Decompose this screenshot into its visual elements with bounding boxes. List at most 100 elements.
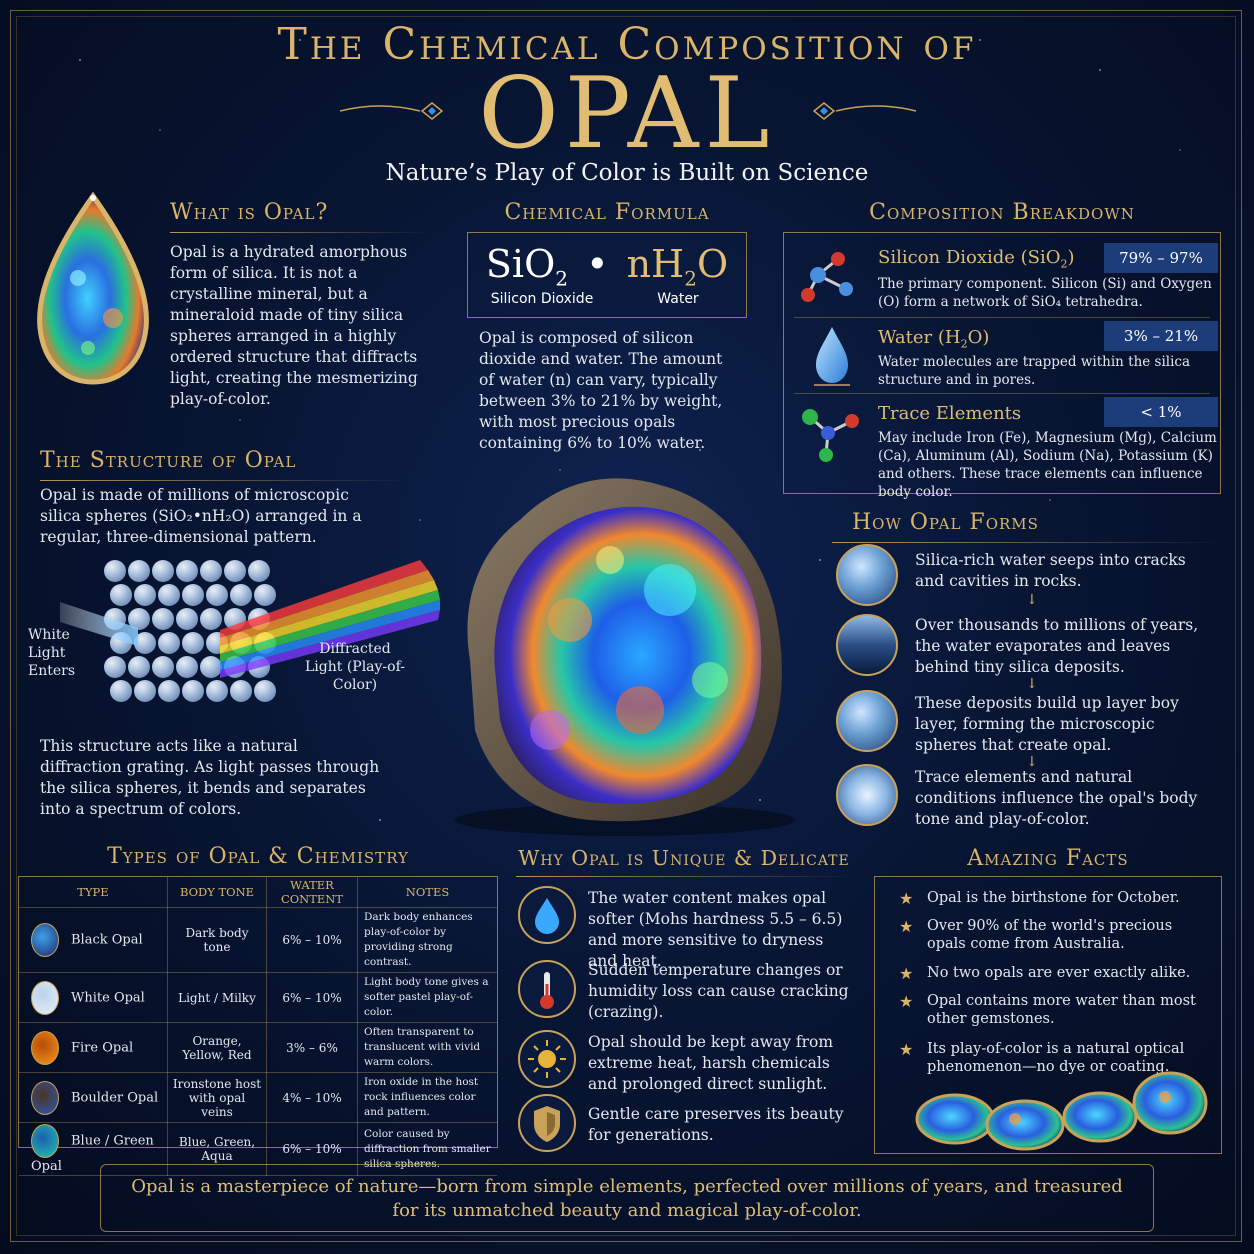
composition-value-trace: < 1% xyxy=(1104,397,1218,427)
composition-text-trace: May include Iron (Fe), Magnesium (Mg), C… xyxy=(878,430,1217,500)
silica-sphere xyxy=(128,608,150,630)
unique-divider xyxy=(516,876,856,877)
tone-cell: Ironstone host with opal veins xyxy=(167,1072,267,1123)
silica-sphere xyxy=(158,680,180,702)
formula-label-silicon: Silicon Dioxide xyxy=(490,291,594,307)
unique-text-4: Gentle care preserves its beauty for gen… xyxy=(588,1105,844,1144)
tone-cell: Blue, Green, Aqua xyxy=(167,1122,267,1176)
composition-name-silicon-end: ) xyxy=(1067,247,1075,268)
right-ornament xyxy=(812,102,916,120)
opal-type-label: White Opal xyxy=(71,990,145,1005)
formula-sub-2: 2 xyxy=(555,266,568,291)
composition-name-water-sub: 2 xyxy=(960,337,968,351)
unique-icon-frame-3 xyxy=(518,1030,576,1088)
what-is-divider xyxy=(170,232,432,233)
silica-sphere xyxy=(176,656,198,678)
composition-name-water: Water (H xyxy=(878,327,961,348)
silica-sphere xyxy=(176,560,198,582)
composition-item-name: Silicon Dioxide (SiO2) xyxy=(878,247,1075,271)
silica-sphere xyxy=(230,680,252,702)
unique-icon-frame-4 xyxy=(518,1094,576,1152)
fact-2: Over 90% of the world's precious opals c… xyxy=(927,918,1173,952)
formula-dot: • xyxy=(586,242,609,286)
silica-sphere xyxy=(134,680,156,702)
forms-step-4: Trace elements and natural conditions in… xyxy=(915,768,1198,828)
silica-sphere xyxy=(152,656,174,678)
silica-sphere xyxy=(200,560,222,582)
water-cell: 6% – 10% xyxy=(266,907,358,973)
types-col-water: WATER CONTENT xyxy=(266,877,358,908)
silica-sphere xyxy=(206,680,228,702)
table-row: Fire Opal Orange, Yellow, Red 3% – 6% Often… xyxy=(19,1022,497,1073)
unique-text-3: Opal should be kept away from extreme he… xyxy=(588,1033,834,1093)
raw-opal-rock-image xyxy=(455,478,795,836)
types-col-type: TYPE xyxy=(19,877,168,908)
formula-sio: SiO xyxy=(485,242,556,286)
composition-divider-2 xyxy=(794,393,1210,394)
forms-step-2: Over thousands to millions of years, the… xyxy=(915,616,1199,676)
shield-icon xyxy=(534,1106,560,1142)
formula-expression: SiO2 • nH2O xyxy=(468,241,746,302)
silica-sphere xyxy=(152,608,174,630)
left-ornament xyxy=(340,102,444,120)
unique-text-2: Sudden temperature changes or humidity l… xyxy=(588,961,849,1021)
facts-box: ★ Opal is the birthstone for October. ★ … xyxy=(874,876,1222,1154)
star-icon: ★ xyxy=(899,917,914,936)
silica-sphere xyxy=(254,584,276,606)
silica-sphere xyxy=(134,632,156,654)
composition-item-water: Water (H2O) xyxy=(878,327,989,351)
evaporation-icon xyxy=(836,614,898,676)
silica-sphere xyxy=(176,608,198,630)
water-drop-icon xyxy=(814,327,850,386)
silica-sphere xyxy=(182,584,204,606)
footer-text: Opal is a masterpiece of nature—born fro… xyxy=(131,1176,1123,1221)
composition-value-silicon: 79% – 97% xyxy=(1104,243,1218,273)
forms-arrow-2: ↓ xyxy=(1026,676,1038,692)
page-subtitle: Nature’s Play of Color is Built on Scien… xyxy=(385,160,869,186)
light-diffraction-diagram xyxy=(60,560,440,678)
formula-box: SiO2 • nH2O Silicon Dioxide Water xyxy=(467,232,747,318)
what-is-heading: What is Opal? xyxy=(170,200,329,225)
fact-3: No two opals are ever exactly alike. xyxy=(927,965,1191,981)
silica-sphere xyxy=(134,584,156,606)
formula-text: Opal is composed of silicon dioxide and … xyxy=(479,329,723,452)
type-cell: Fire Opal xyxy=(19,1022,168,1073)
composition-name-trace: Trace Elements xyxy=(878,403,1022,424)
fact-5: Its play-of-color is a natural optical p… xyxy=(927,1041,1185,1075)
diffracted-light-label: Diffracted Light (Play-of-Color) xyxy=(304,641,406,693)
composition-box: Silicon Dioxide (SiO2) 79% – 97% The pri… xyxy=(783,232,1221,500)
silica-sphere xyxy=(104,656,126,678)
composition-text-silicon: The primary component. Silicon (Si) and … xyxy=(878,276,1212,310)
star-icon: ★ xyxy=(899,992,914,1011)
opal-type-label: Black Opal xyxy=(71,932,143,948)
page-title-line1: The Chemical Composition of xyxy=(277,19,977,70)
opal-type-label: Boulder Opal xyxy=(71,1090,159,1105)
silica-sphere xyxy=(110,680,132,702)
types-col-notes: NOTES xyxy=(357,877,497,908)
footer-box: Opal is a masterpiece of nature—born fro… xyxy=(100,1164,1154,1232)
unique-text-1: The water content makes opal softer (Moh… xyxy=(588,889,843,970)
types-col-tone: BODY TONE xyxy=(167,877,267,908)
tone-cell: Dark body tone xyxy=(167,907,267,973)
trace-elements-molecule-icon xyxy=(802,409,859,462)
star-icon: ★ xyxy=(899,1040,914,1059)
forms-arrow-1: ↓ xyxy=(1026,592,1038,608)
water-cell: 3% – 6% xyxy=(266,1022,358,1073)
formula-nh: nH xyxy=(626,242,685,286)
sun-icon xyxy=(528,1040,566,1078)
table-row: Black Opal Dark body tone 6% – 10% Dark bod… xyxy=(19,907,497,973)
composition-value-water: 3% – 21% xyxy=(1104,321,1218,351)
type-cell: Blue / Green Opal xyxy=(19,1122,168,1176)
types-table-body: Black Opal Dark body tone 6% – 10% Dark bod… xyxy=(19,907,497,1176)
types-table-box: TYPE BODY TONE WATER CONTENT NOTES Black… xyxy=(18,876,498,1176)
tone-cell: Orange, Yellow, Red xyxy=(167,1022,267,1073)
white-light-label: White Light Enters xyxy=(28,627,76,679)
unique-heading: Why Opal is Unique & Delicate xyxy=(518,846,850,870)
silica-sphere xyxy=(104,560,126,582)
silica-sphere xyxy=(200,656,222,678)
silica-sphere xyxy=(200,608,222,630)
opal-gem-icon xyxy=(31,1080,59,1115)
type-cell: White Opal xyxy=(19,972,168,1023)
unique-icon-frame-1 xyxy=(518,886,576,944)
